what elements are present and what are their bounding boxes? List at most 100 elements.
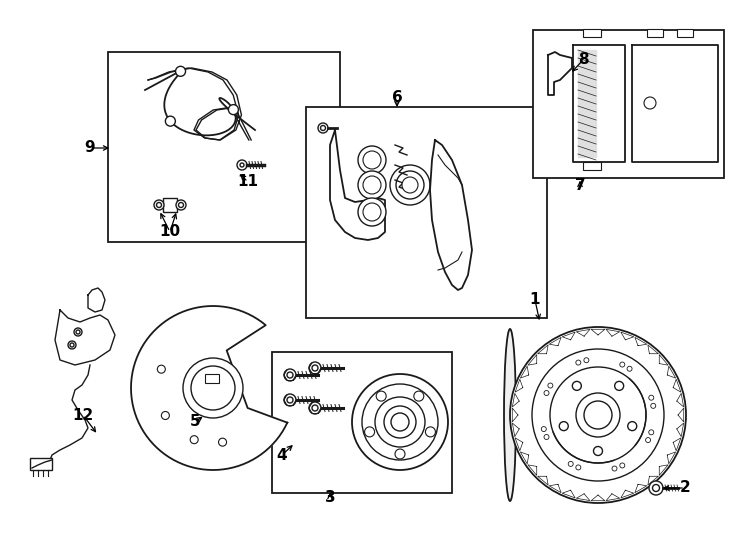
Circle shape xyxy=(68,341,76,349)
Circle shape xyxy=(287,397,293,403)
Circle shape xyxy=(395,449,405,459)
Circle shape xyxy=(377,391,386,401)
Polygon shape xyxy=(330,130,385,240)
Circle shape xyxy=(237,160,247,170)
Text: 2: 2 xyxy=(680,481,691,496)
Circle shape xyxy=(191,366,235,410)
Polygon shape xyxy=(632,45,718,162)
Ellipse shape xyxy=(504,329,516,501)
Text: 4: 4 xyxy=(277,448,287,462)
Circle shape xyxy=(628,422,636,430)
Circle shape xyxy=(651,403,655,408)
Circle shape xyxy=(312,405,318,411)
Circle shape xyxy=(358,146,386,174)
Text: 1: 1 xyxy=(530,293,540,307)
Circle shape xyxy=(287,372,293,378)
Bar xyxy=(533,30,724,178)
Circle shape xyxy=(644,97,656,109)
Text: 5: 5 xyxy=(189,415,200,429)
Circle shape xyxy=(544,390,549,395)
Text: 9: 9 xyxy=(84,140,95,156)
Circle shape xyxy=(576,465,581,470)
Bar xyxy=(583,162,601,170)
Circle shape xyxy=(176,200,186,210)
Text: 12: 12 xyxy=(73,408,94,422)
Circle shape xyxy=(190,436,198,444)
Circle shape xyxy=(165,116,175,126)
Polygon shape xyxy=(430,140,472,290)
Circle shape xyxy=(627,366,632,371)
Circle shape xyxy=(375,397,425,447)
Polygon shape xyxy=(131,306,287,470)
Circle shape xyxy=(649,395,654,400)
Circle shape xyxy=(649,430,654,435)
Circle shape xyxy=(576,393,620,437)
Circle shape xyxy=(352,374,448,470)
Circle shape xyxy=(414,391,424,401)
Circle shape xyxy=(653,484,660,491)
Circle shape xyxy=(576,360,581,365)
Circle shape xyxy=(649,481,663,495)
Circle shape xyxy=(178,202,184,207)
Circle shape xyxy=(559,422,568,430)
Circle shape xyxy=(544,435,549,440)
Polygon shape xyxy=(573,45,625,162)
Circle shape xyxy=(157,365,165,373)
Text: 7: 7 xyxy=(575,179,585,193)
Polygon shape xyxy=(88,288,105,312)
Circle shape xyxy=(384,406,416,438)
Circle shape xyxy=(612,466,617,471)
Circle shape xyxy=(365,427,374,437)
Circle shape xyxy=(76,330,80,334)
Circle shape xyxy=(550,367,646,463)
Circle shape xyxy=(614,381,624,390)
Circle shape xyxy=(309,402,321,414)
Polygon shape xyxy=(578,50,596,157)
Circle shape xyxy=(321,125,325,131)
Bar xyxy=(30,458,52,470)
Circle shape xyxy=(240,163,244,167)
Circle shape xyxy=(362,384,438,460)
Bar xyxy=(108,52,340,242)
Text: 11: 11 xyxy=(238,174,258,190)
Bar xyxy=(647,29,663,37)
Circle shape xyxy=(594,447,603,456)
Circle shape xyxy=(426,427,435,437)
Circle shape xyxy=(74,328,82,336)
Circle shape xyxy=(312,365,318,371)
Circle shape xyxy=(154,200,164,210)
Bar xyxy=(163,198,177,212)
Circle shape xyxy=(363,151,381,169)
Bar xyxy=(306,107,547,318)
Text: 6: 6 xyxy=(392,91,402,105)
Polygon shape xyxy=(55,310,115,365)
Bar xyxy=(205,374,219,383)
Circle shape xyxy=(219,438,227,446)
Circle shape xyxy=(390,165,430,205)
Circle shape xyxy=(156,202,161,207)
Circle shape xyxy=(532,349,664,481)
Circle shape xyxy=(228,105,239,114)
Circle shape xyxy=(548,383,553,388)
Circle shape xyxy=(70,343,74,347)
Circle shape xyxy=(584,401,612,429)
Bar xyxy=(272,352,452,493)
Circle shape xyxy=(358,171,386,199)
Circle shape xyxy=(573,381,581,390)
Circle shape xyxy=(183,358,243,418)
Circle shape xyxy=(619,362,625,367)
Circle shape xyxy=(318,123,328,133)
Circle shape xyxy=(584,357,589,363)
Circle shape xyxy=(161,411,170,420)
Circle shape xyxy=(284,369,296,381)
Bar xyxy=(677,29,693,37)
Circle shape xyxy=(363,176,381,194)
Circle shape xyxy=(175,66,186,76)
Bar xyxy=(583,29,601,37)
Circle shape xyxy=(402,177,418,193)
Circle shape xyxy=(309,362,321,374)
Circle shape xyxy=(358,198,386,226)
Circle shape xyxy=(396,171,424,199)
Circle shape xyxy=(284,394,296,406)
Circle shape xyxy=(510,327,686,503)
